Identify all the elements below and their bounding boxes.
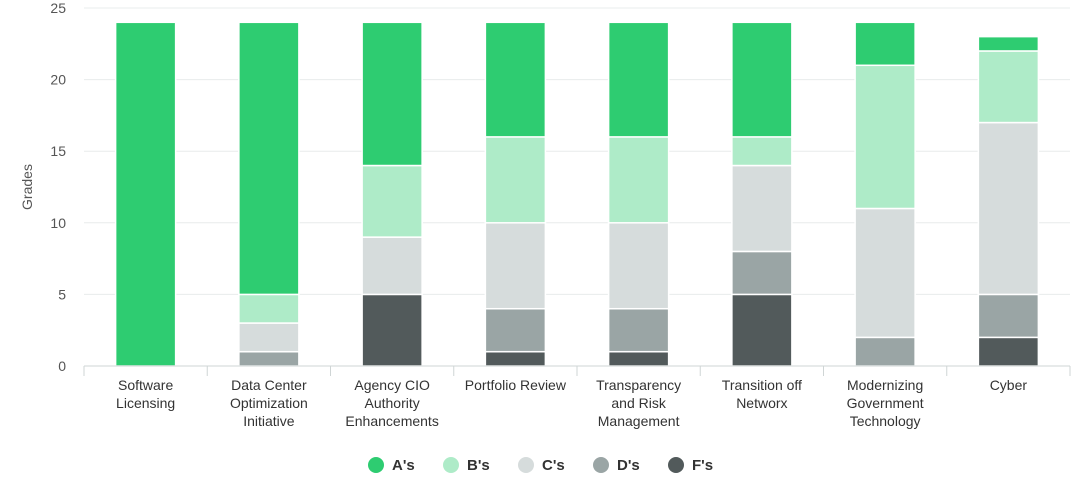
- bar-stack[interactable]: [361, 21, 423, 367]
- bar-segment[interactable]: [977, 293, 1040, 339]
- x-tick-label: Transition off Networx: [722, 377, 802, 411]
- legend-label: C's: [542, 457, 565, 474]
- x-tick-label: Data Center Optimization Initiative: [230, 377, 308, 429]
- bar-segment[interactable]: [238, 322, 300, 353]
- y-axis-ticks: 0 5 10 15 20 25: [50, 0, 66, 374]
- legend-label: F's: [692, 457, 713, 474]
- x-tick-label: Portfolio Review: [465, 377, 567, 393]
- bar-segment[interactable]: [238, 21, 300, 296]
- bar-segment[interactable]: [361, 164, 423, 238]
- legend-item[interactable]: A's: [368, 457, 415, 474]
- bar-segment[interactable]: [361, 236, 423, 296]
- bar-segment[interactable]: [854, 336, 916, 367]
- bar-segment[interactable]: [854, 21, 916, 67]
- x-tick-label: Transparency and Risk Management: [596, 377, 681, 429]
- bar-segment[interactable]: [361, 293, 423, 367]
- bar-segment[interactable]: [731, 250, 793, 296]
- bar-segment[interactable]: [607, 222, 670, 310]
- legend-swatch: [443, 457, 459, 473]
- bar-segment[interactable]: [484, 222, 547, 310]
- legend-label: A's: [392, 457, 415, 474]
- bar-segment[interactable]: [607, 307, 670, 353]
- legend-item[interactable]: F's: [668, 457, 713, 474]
- bar-segment[interactable]: [977, 121, 1040, 296]
- legend-item[interactable]: B's: [443, 457, 490, 474]
- bar-stack[interactable]: [854, 21, 916, 367]
- bar-segment[interactable]: [114, 21, 177, 367]
- legend[interactable]: A's B's C's D's F's: [368, 457, 713, 474]
- bar-stack[interactable]: [238, 21, 300, 367]
- bar-segment[interactable]: [731, 21, 793, 138]
- bar-stack[interactable]: [114, 21, 177, 367]
- legend-swatch: [593, 457, 609, 473]
- y-axis-label: Grades: [19, 164, 35, 210]
- bar-segment[interactable]: [977, 336, 1040, 367]
- legend-label: B's: [467, 457, 490, 474]
- legend-swatch: [518, 457, 534, 473]
- bar-segment[interactable]: [484, 307, 547, 353]
- bar-segment[interactable]: [731, 136, 793, 167]
- y-tick-label: 15: [50, 143, 66, 159]
- bar-segment[interactable]: [977, 50, 1040, 124]
- legend-swatch: [368, 457, 384, 473]
- grid-lines: [84, 7, 1070, 295]
- y-tick-label: 0: [58, 358, 66, 374]
- legend-item[interactable]: C's: [518, 457, 565, 474]
- bar-stack[interactable]: [731, 21, 793, 367]
- bars: [114, 21, 1040, 367]
- bar-segment[interactable]: [731, 293, 793, 367]
- x-axis-ticks: Software Licensing Data Center Optimization…: [83, 366, 1071, 429]
- legend-label: D's: [617, 457, 640, 474]
- bar-segment[interactable]: [854, 64, 916, 210]
- y-tick-label: 25: [50, 0, 66, 16]
- bar-segment[interactable]: [731, 164, 793, 253]
- bar-segment[interactable]: [238, 350, 300, 367]
- y-tick-label: 20: [50, 72, 66, 88]
- bar-segment[interactable]: [607, 350, 670, 367]
- bar-stack[interactable]: [607, 21, 670, 367]
- bar-segment[interactable]: [484, 136, 547, 224]
- y-tick-label: 10: [50, 215, 66, 231]
- legend-swatch: [668, 457, 684, 473]
- x-tick-label: Agency CIO Authority Enhancements: [345, 377, 438, 429]
- legend-item[interactable]: D's: [593, 457, 640, 474]
- bar-segment[interactable]: [238, 293, 300, 324]
- bar-segment[interactable]: [361, 21, 423, 167]
- x-tick-label: Cyber: [990, 377, 1028, 393]
- bar-stack[interactable]: [484, 21, 547, 367]
- bar-segment[interactable]: [607, 21, 670, 138]
- x-tick-label: Software Licensing: [116, 377, 175, 411]
- bar-segment[interactable]: [977, 35, 1040, 52]
- x-tick-label: Modernizing Government Technology: [847, 377, 924, 429]
- bar-segment[interactable]: [484, 350, 547, 367]
- bar-segment[interactable]: [854, 207, 916, 339]
- bar-segment[interactable]: [607, 136, 670, 224]
- bar-stack[interactable]: [977, 35, 1040, 367]
- y-tick-label: 5: [58, 286, 66, 302]
- bar-segment[interactable]: [484, 21, 547, 138]
